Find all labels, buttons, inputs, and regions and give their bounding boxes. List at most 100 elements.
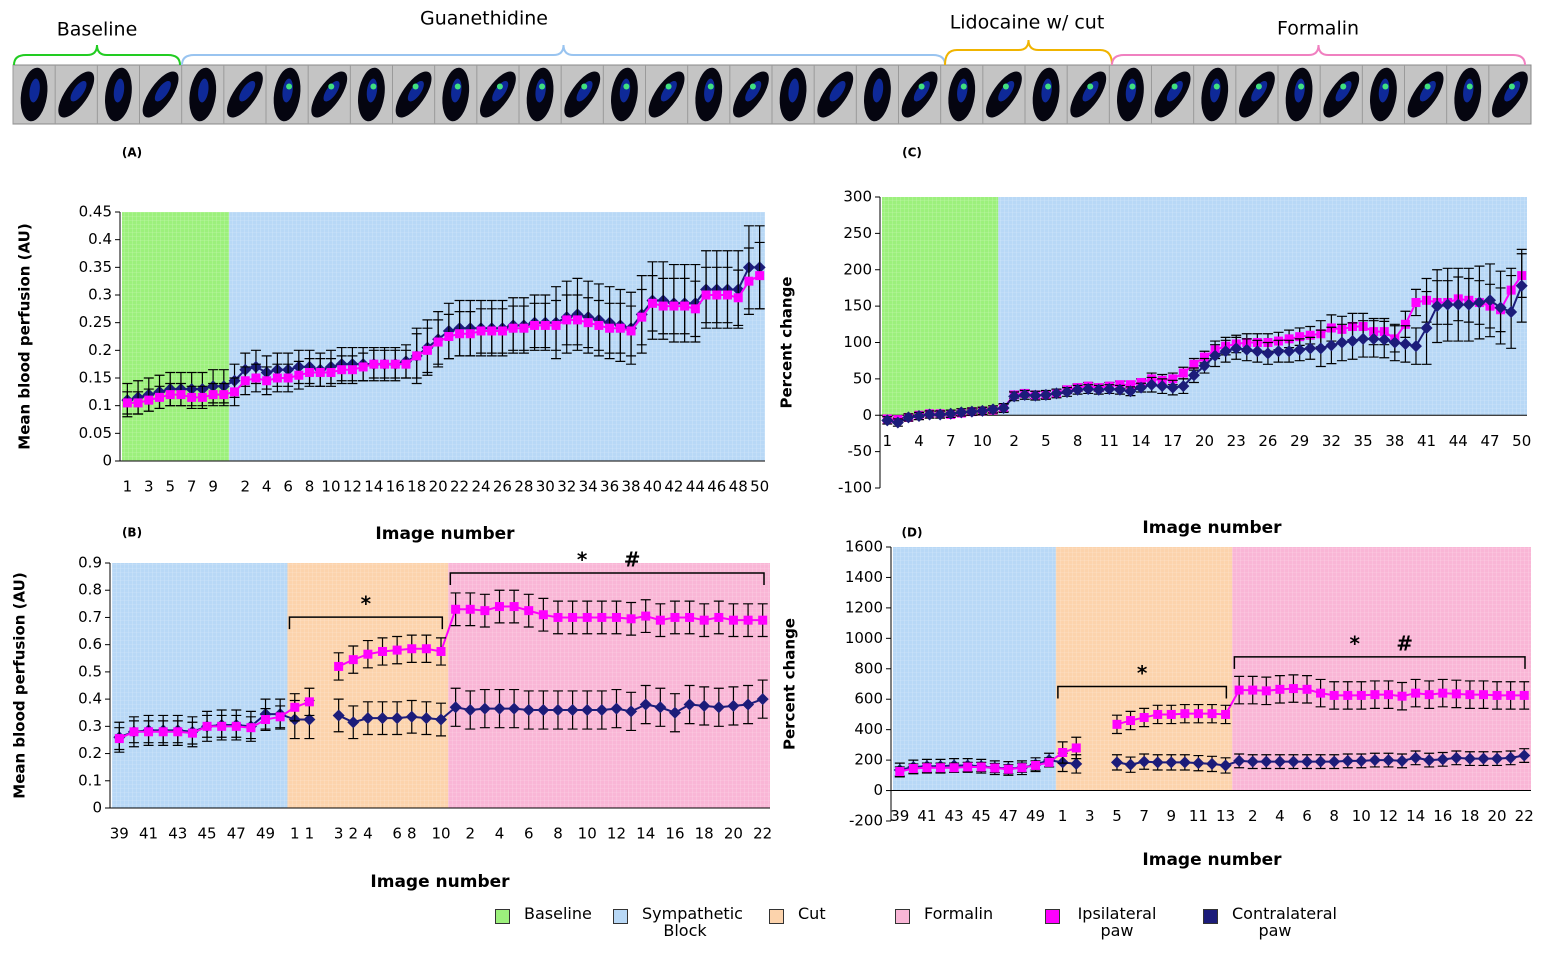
data-point bbox=[583, 613, 592, 622]
x-tick-label: 2 bbox=[240, 478, 250, 496]
x-tick-label: 12 bbox=[1379, 807, 1398, 825]
data-point bbox=[316, 368, 325, 377]
x-axis-title: Image number bbox=[1142, 850, 1282, 870]
x-tick-label: 8 bbox=[1329, 807, 1339, 825]
data-point bbox=[187, 393, 196, 402]
data-point bbox=[123, 398, 132, 407]
data-point bbox=[451, 605, 460, 614]
x-tick-label: 42 bbox=[664, 478, 683, 496]
data-point bbox=[412, 351, 421, 360]
data-point bbox=[284, 374, 293, 383]
y-axis-title: Percent change bbox=[781, 618, 799, 750]
x-tick-label: 18 bbox=[1460, 807, 1479, 825]
y-tick-label: 1600 bbox=[845, 538, 883, 556]
x-tick-label: 26 bbox=[1258, 432, 1277, 450]
x-axis-title: Image number bbox=[1142, 518, 1282, 538]
y-tick-label: 50 bbox=[853, 369, 872, 387]
phase-label: Baseline bbox=[57, 19, 138, 41]
legend-item: Ipsilateral paw bbox=[1045, 905, 1177, 939]
data-point bbox=[1425, 690, 1434, 699]
data-point bbox=[1343, 691, 1352, 700]
data-point bbox=[1004, 765, 1013, 774]
significance-mark: * bbox=[361, 592, 372, 616]
phase-texture bbox=[1232, 547, 1531, 791]
x-axis-title: Image number bbox=[375, 524, 515, 544]
y-tick-label: 0.4 bbox=[88, 230, 112, 248]
x-tick-label: 7 bbox=[187, 478, 197, 496]
data-point bbox=[509, 324, 518, 333]
y-tick-label: 200 bbox=[854, 751, 883, 769]
phase-brace bbox=[1112, 45, 1525, 65]
data-point bbox=[990, 764, 999, 773]
data-point bbox=[729, 616, 738, 625]
phase-label: Lidocaine w/ cut bbox=[950, 12, 1105, 34]
data-point bbox=[477, 326, 486, 335]
data-point bbox=[1235, 686, 1244, 695]
data-point bbox=[1289, 684, 1298, 693]
y-tick-label: 0.3 bbox=[88, 286, 112, 304]
data-point bbox=[305, 697, 314, 706]
y-axis-title: Percent change bbox=[778, 277, 796, 409]
x-tick-label: 9 bbox=[1167, 807, 1177, 825]
data-point bbox=[166, 390, 175, 399]
data-point bbox=[363, 650, 372, 659]
y-tick-label: 800 bbox=[854, 659, 883, 677]
x-tick-label: 28 bbox=[514, 478, 533, 496]
data-point bbox=[541, 321, 550, 330]
y-tick-label: 0 bbox=[102, 452, 112, 470]
x-tick-label: 1 bbox=[290, 825, 300, 843]
x-tick-label: 14 bbox=[636, 825, 655, 843]
data-point bbox=[337, 365, 346, 374]
paw-hotspot bbox=[1256, 84, 1262, 90]
data-point bbox=[936, 763, 945, 772]
phase-brace bbox=[14, 45, 180, 65]
data-point bbox=[744, 277, 753, 286]
x-tick-label: 18 bbox=[695, 825, 714, 843]
significance-mark: # bbox=[624, 548, 641, 572]
paw-hotspot bbox=[497, 84, 503, 90]
x-tick-label: 5 bbox=[1041, 432, 1051, 450]
y-tick-label: 150 bbox=[843, 297, 872, 315]
data-point bbox=[487, 326, 496, 335]
data-point bbox=[1031, 761, 1040, 770]
paw-hotspot bbox=[581, 84, 587, 90]
y-tick-label: -50 bbox=[848, 442, 873, 460]
x-tick-label: 20 bbox=[429, 478, 448, 496]
data-point bbox=[262, 376, 271, 385]
x-tick-label: 43 bbox=[168, 825, 187, 843]
legend-label: Cut bbox=[798, 905, 826, 922]
x-tick-label: 6 bbox=[1302, 807, 1312, 825]
x-tick-label: 10 bbox=[578, 825, 597, 843]
significance-mark: * bbox=[1349, 631, 1360, 655]
data-point bbox=[539, 610, 548, 619]
x-tick-label: 39 bbox=[890, 807, 909, 825]
phase-label: Formalin bbox=[1277, 18, 1359, 40]
x-tick-label: 17 bbox=[1163, 432, 1182, 450]
x-tick-label: 8 bbox=[1073, 432, 1083, 450]
data-point bbox=[134, 398, 143, 407]
x-tick-label: 38 bbox=[621, 478, 640, 496]
data-point bbox=[230, 387, 239, 396]
legend-swatch bbox=[1045, 909, 1060, 924]
x-tick-label: 7 bbox=[1139, 807, 1149, 825]
panel-label: (B) bbox=[122, 526, 142, 540]
data-point bbox=[251, 374, 260, 383]
data-point bbox=[1180, 709, 1189, 718]
data-point bbox=[1017, 763, 1026, 772]
data-point bbox=[1153, 710, 1162, 719]
y-tick-label: 0.45 bbox=[79, 203, 112, 221]
y-tick-label: 600 bbox=[854, 690, 883, 708]
data-point bbox=[369, 360, 378, 369]
x-tick-label: 41 bbox=[139, 825, 158, 843]
x-tick-label: 41 bbox=[917, 807, 936, 825]
paw-hotspot bbox=[539, 84, 545, 90]
x-tick-label: 6 bbox=[283, 478, 293, 496]
paw-hotspot bbox=[413, 84, 419, 90]
data-point bbox=[188, 729, 197, 738]
y-tick-label: -200 bbox=[849, 812, 883, 830]
x-tick-label: 45 bbox=[972, 807, 991, 825]
data-point bbox=[568, 613, 577, 622]
legend-swatch bbox=[495, 909, 510, 924]
x-tick-label: 6 bbox=[392, 825, 402, 843]
x-tick-label: 3 bbox=[1085, 807, 1095, 825]
